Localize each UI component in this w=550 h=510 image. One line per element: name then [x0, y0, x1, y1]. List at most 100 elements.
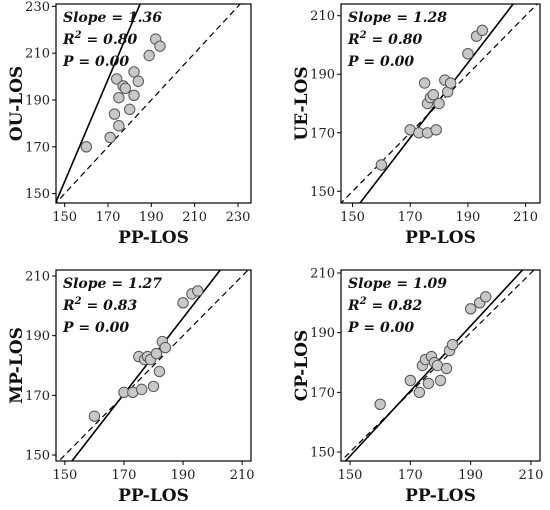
y-tick-label: 210 [25, 269, 50, 284]
x-axis-label: PP-LOS [405, 228, 476, 248]
data-point [418, 77, 431, 89]
data-point [433, 97, 445, 110]
r-squared-annotation: R2 = 0.80 [62, 30, 137, 48]
y-tick-label: 210 [310, 266, 335, 281]
y-axis-label: MP-LOS [7, 327, 27, 404]
scatter-panel-3: 150 170 190 210 150 170 190 210 PP-LOS MP-LOS Slop… [7, 269, 255, 506]
y-tick-label: 170 [25, 140, 50, 155]
x-tick-label: 210 [519, 468, 544, 483]
data-point [80, 141, 93, 153]
slope-annotation: Slope = 1.36 [63, 10, 162, 26]
regression-line [71, 270, 221, 461]
data-point [135, 383, 148, 396]
data-point [434, 374, 447, 387]
r-squared-value: = 0.80 [367, 32, 423, 48]
r-squared-superscript: 2 [359, 296, 367, 307]
data-point [462, 48, 474, 60]
x-tick-label: 190 [458, 468, 483, 483]
y-tick-label: 190 [310, 326, 335, 341]
x-axis-label: PP-LOS [118, 486, 189, 506]
r-squared-symbol: R [347, 298, 360, 314]
y-tick-label: 150 [25, 187, 50, 202]
data-point [128, 89, 140, 102]
r-squared-superscript: 2 [74, 30, 82, 41]
r-squared-symbol: R [62, 32, 75, 48]
data-point [404, 374, 417, 387]
data-point [88, 410, 101, 422]
y-tick-label: 170 [310, 386, 335, 401]
scatter-panel-4: 150 170 190 210 150 170 190 210 PP-LOS CP-LOS Slop… [292, 266, 544, 506]
x-tick-label: 210 [230, 468, 255, 483]
plot-frame [340, 269, 541, 462]
data-point [444, 77, 457, 89]
identity-reference-line [58, 270, 249, 461]
x-tick-label: 190 [455, 210, 480, 225]
p-value-annotation: P = 0.00 [347, 320, 414, 336]
p-value-annotation: P = 0.00 [62, 54, 129, 70]
data-point [464, 303, 477, 315]
x-tick-label: 230 [226, 210, 251, 225]
y-axis-label: CP-LOS [292, 330, 312, 401]
data-point [150, 347, 163, 360]
r-squared-annotation: R2 = 0.82 [347, 296, 422, 314]
slope-annotation: Slope = 1.09 [348, 276, 447, 292]
data-point [110, 73, 123, 85]
plot-frame [55, 269, 252, 462]
x-tick-label: 210 [182, 210, 207, 225]
x-tick-label: 150 [340, 210, 365, 225]
x-tick-label: 170 [398, 210, 423, 225]
data-point [113, 120, 125, 132]
y-tick-label: 210 [25, 47, 50, 62]
data-point [147, 380, 160, 393]
x-tick-label: 150 [338, 468, 363, 483]
regression-line [56, 4, 141, 203]
p-value-annotation: P = 0.00 [347, 54, 414, 70]
plot-frame [55, 3, 252, 204]
data-point [123, 103, 136, 116]
x-tick-label: 170 [398, 468, 423, 483]
data-point [108, 108, 121, 120]
r-squared-value: = 0.80 [82, 32, 138, 48]
y-tick-label: 170 [25, 389, 50, 404]
data-point [440, 362, 453, 375]
y-tick-label: 150 [25, 449, 50, 464]
x-tick-label: 190 [139, 210, 164, 225]
y-tick-label: 150 [310, 185, 335, 200]
data-point [413, 386, 426, 399]
y-tick-label: 190 [25, 329, 50, 344]
data-point [119, 82, 132, 94]
data-point [374, 398, 386, 410]
r-squared-superscript: 2 [74, 296, 82, 307]
y-axis-label: UE-LOS [292, 66, 312, 140]
x-tick-label: 210 [513, 210, 538, 225]
data-point [154, 40, 166, 52]
p-value-annotation: P = 0.00 [62, 320, 129, 336]
plot-frame [340, 3, 541, 204]
data-point [153, 365, 166, 378]
y-tick-label: 190 [25, 93, 50, 108]
data-point [430, 124, 442, 136]
data-point [132, 75, 145, 87]
x-tick-label: 150 [52, 468, 77, 483]
data-point [177, 297, 189, 309]
data-point [159, 341, 172, 354]
data-point [375, 159, 388, 171]
y-axis-label: OU-LOS [7, 66, 27, 141]
y-tick-label: 230 [25, 0, 50, 15]
r-squared-symbol: R [347, 32, 360, 48]
data-point [143, 49, 155, 62]
y-tick-label: 150 [310, 446, 335, 461]
identity-reference-line [341, 270, 535, 461]
x-tick-label: 190 [171, 468, 196, 483]
r-squared-annotation: R2 = 0.80 [347, 30, 422, 48]
r-squared-value: = 0.83 [82, 298, 138, 314]
scatter-panel-2: 150 170 190 210 150 170 190 210 PP-LOS UE-LOS Slop… [292, 3, 541, 248]
y-tick-label: 170 [310, 126, 335, 141]
y-tick-label: 210 [310, 9, 335, 24]
data-point [446, 338, 459, 351]
x-tick-label: 150 [52, 210, 77, 225]
r-squared-value: = 0.82 [367, 298, 423, 314]
data-point [476, 24, 489, 37]
data-point [422, 377, 435, 390]
x-axis-label: PP-LOS [118, 228, 189, 248]
